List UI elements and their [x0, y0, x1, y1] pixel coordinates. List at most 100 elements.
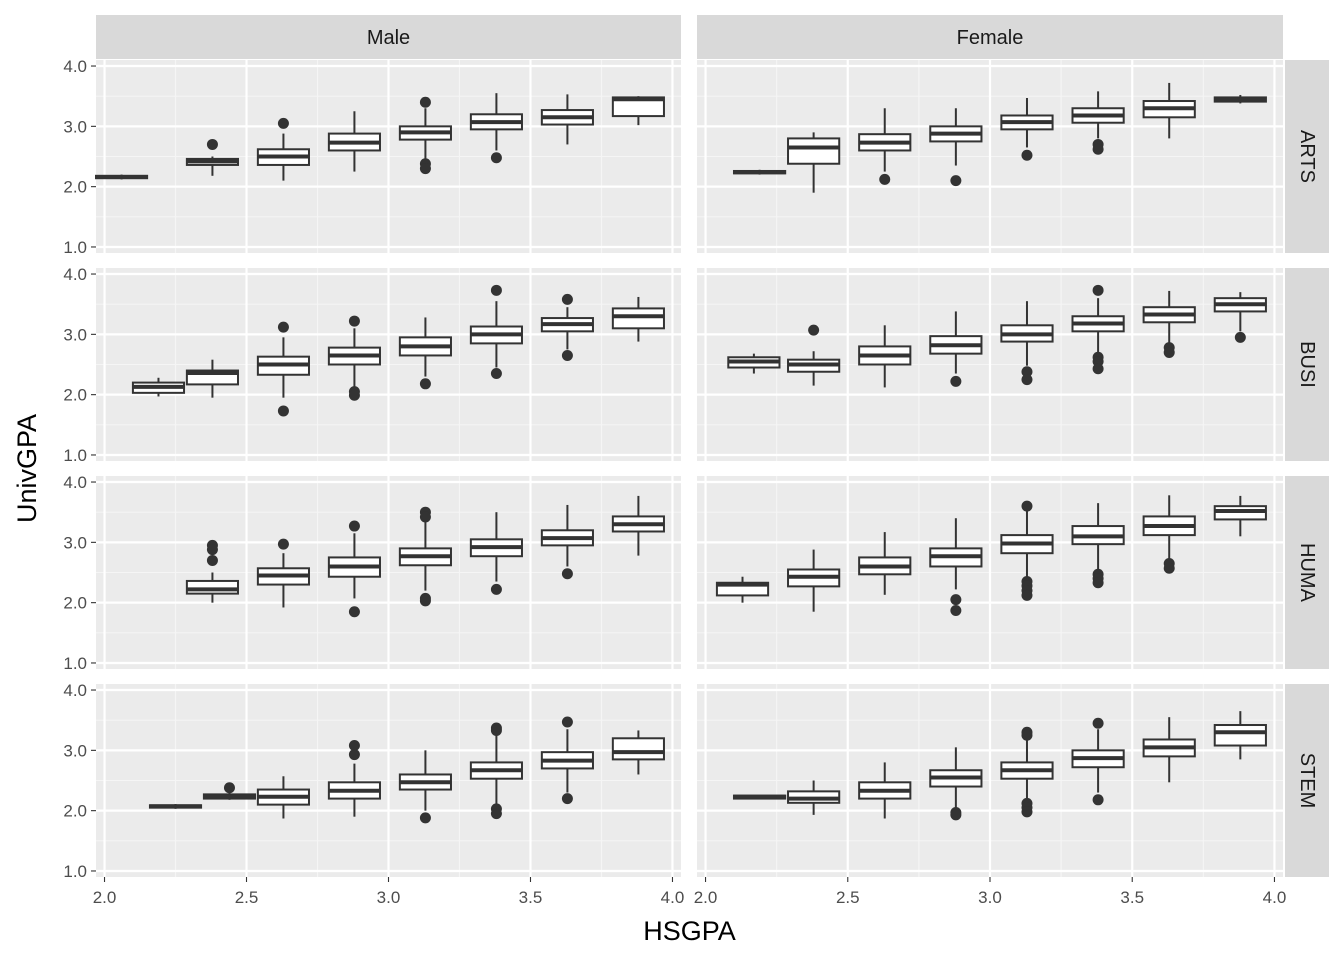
boxplot: [787, 780, 841, 815]
boxplot: [1213, 495, 1267, 537]
boxplot: [929, 108, 983, 187]
outlier-point: [561, 793, 573, 805]
outlier-point: [950, 375, 962, 387]
outlier-point: [950, 594, 962, 606]
boxplot: [1142, 717, 1196, 783]
x-tick-label: 3.0: [377, 888, 401, 907]
outlier-point: [348, 749, 360, 761]
outlier-point: [277, 321, 289, 333]
boxplot: [1000, 726, 1054, 818]
outlier-point: [1021, 374, 1033, 386]
boxplot: [1071, 717, 1125, 806]
boxplot: [611, 296, 665, 342]
boxplot: [727, 353, 781, 374]
x-tick-label: 3.5: [519, 888, 543, 907]
boxes-arts-female: [732, 82, 1267, 193]
boxplot: [327, 315, 381, 401]
outlier-point: [1163, 346, 1175, 358]
boxplot: [398, 317, 452, 390]
outlier-point: [277, 117, 289, 129]
boxplot: [1213, 94, 1267, 104]
facet-strip-label: STEM: [1296, 753, 1318, 809]
facet-strip-female: [697, 15, 1283, 59]
outlier-point: [277, 405, 289, 417]
boxplot: [540, 504, 594, 580]
outlier-point: [1021, 149, 1033, 161]
boxplot: [469, 284, 523, 380]
x-tick-label: 3.5: [1120, 888, 1144, 907]
outlier-point: [348, 606, 360, 618]
boxplot: [256, 538, 310, 608]
panel-stem-female: [697, 684, 1283, 877]
outlier-point: [1092, 363, 1104, 375]
y-tick-label: 2.0: [63, 802, 87, 821]
boxplot: [715, 576, 770, 603]
x-tick-label: 2.0: [93, 888, 117, 907]
outlier-point: [1021, 806, 1033, 818]
boxplot: [858, 762, 912, 819]
outlier-point: [879, 173, 891, 185]
y-tick-label: 1.0: [63, 654, 87, 673]
y-tick-label: 3.0: [63, 325, 87, 344]
boxplot: [398, 96, 452, 175]
boxplot: [185, 539, 239, 603]
boxplot: [202, 782, 257, 800]
y-tick-label: 2.0: [63, 178, 87, 197]
outlier-point: [950, 809, 962, 821]
boxplot: [929, 311, 983, 387]
boxplot: [929, 747, 983, 821]
outlier-point: [490, 368, 502, 380]
x-tick-label: 2.5: [836, 888, 860, 907]
box-iqr: [1213, 724, 1267, 747]
box-iqr: [185, 579, 239, 595]
facet-strip-arts: [1285, 60, 1329, 253]
boxplot: [540, 94, 594, 145]
y-tick-label: 1.0: [63, 238, 87, 257]
boxplot: [1000, 301, 1054, 386]
boxes-busi-male: [131, 284, 665, 417]
y-tick-label: 4.0: [63, 265, 87, 284]
outlier-point: [1021, 589, 1033, 601]
y-tick-label: 4.0: [63, 681, 87, 700]
box-iqr: [611, 737, 665, 761]
facet-strip-male: [96, 15, 681, 59]
boxplot: [858, 108, 912, 185]
boxplot: [787, 132, 841, 193]
outlier-point: [348, 315, 360, 327]
boxplot: [611, 495, 665, 556]
x-tick-label: 2.5: [235, 888, 259, 907]
outlier-point: [561, 568, 573, 580]
boxes-arts-male: [95, 93, 665, 181]
boxplot: [540, 716, 594, 805]
outlier-point: [950, 175, 962, 187]
outlier-point: [950, 604, 962, 616]
boxes-busi-female: [727, 284, 1267, 388]
y-tick-label: 2.0: [63, 594, 87, 613]
facet-strip-stem: [1285, 684, 1329, 877]
boxplot: [398, 750, 452, 824]
y-tick-label: 3.0: [63, 533, 87, 552]
boxplot: [469, 722, 523, 820]
boxes-huma-male: [185, 495, 665, 618]
boxplot: [327, 111, 381, 172]
facet-strip-label: Male: [367, 27, 410, 49]
outlier-point: [1021, 366, 1033, 378]
outlier-point: [1021, 729, 1033, 741]
boxplot: [327, 740, 381, 817]
outlier-point: [561, 349, 573, 361]
outlier-point: [419, 163, 431, 175]
x-tick-label: 2.0: [694, 888, 718, 907]
boxplot: [327, 520, 381, 618]
boxplot: [256, 776, 310, 819]
boxplot: [1071, 91, 1125, 155]
outlier-point: [223, 782, 235, 794]
boxplot: [1213, 711, 1267, 760]
outlier-point: [1234, 331, 1246, 343]
facet-strip-huma: [1285, 476, 1329, 669]
boxplot: [398, 506, 452, 607]
y-tick-label: 3.0: [63, 117, 87, 136]
boxplot: [732, 169, 787, 175]
outlier-point: [561, 293, 573, 305]
